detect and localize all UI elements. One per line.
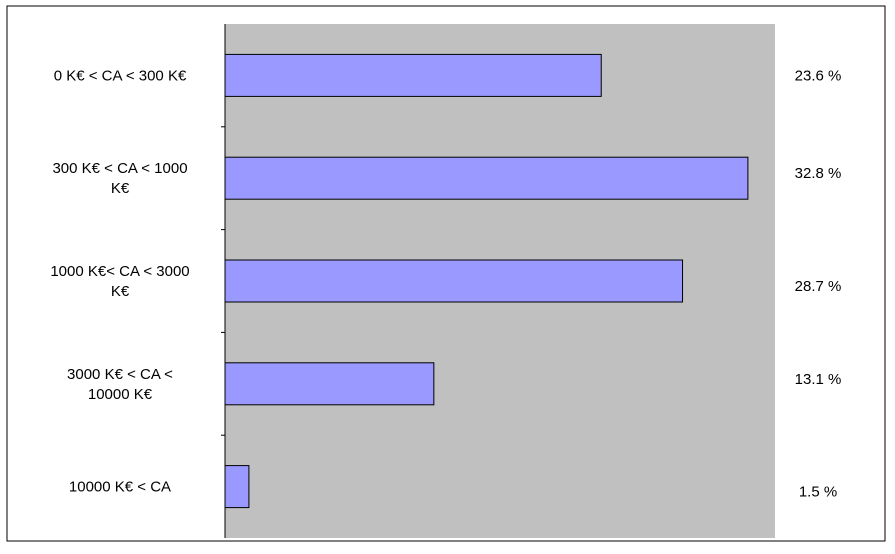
data-label: 13.1 %: [795, 371, 842, 388]
data-label: 1.5 %: [799, 484, 837, 501]
data-labels: 23.6 % 32.8 % 28.7 % 13.1 % 1.5 %: [795, 67, 842, 500]
category-label: 0 K€ < CA < 300 K€: [54, 67, 187, 84]
data-label: 32.8 %: [795, 165, 842, 182]
bar: [224, 156, 749, 200]
data-label: 28.7 %: [795, 278, 842, 295]
bars: [224, 53, 749, 509]
category-labels: 0 K€ < CA < 300 K€ 300 K€ < CA < 1000 K€ 10…: [50, 67, 189, 495]
category-label: 3000 K€ < CA <10000 K€: [67, 366, 173, 403]
category-label: 10000 K€ < CA: [69, 479, 171, 496]
category-axis-ticks: [221, 126, 225, 436]
category-label: 1000 K€< CA < 3000 K€: [50, 263, 189, 300]
bar: [224, 362, 435, 406]
bar: [224, 259, 684, 303]
data-label: 23.6 %: [795, 67, 842, 84]
bar: [224, 465, 250, 509]
bar: [224, 53, 602, 97]
category-label: 300 K€ < CA < 1000 K€: [52, 160, 187, 197]
